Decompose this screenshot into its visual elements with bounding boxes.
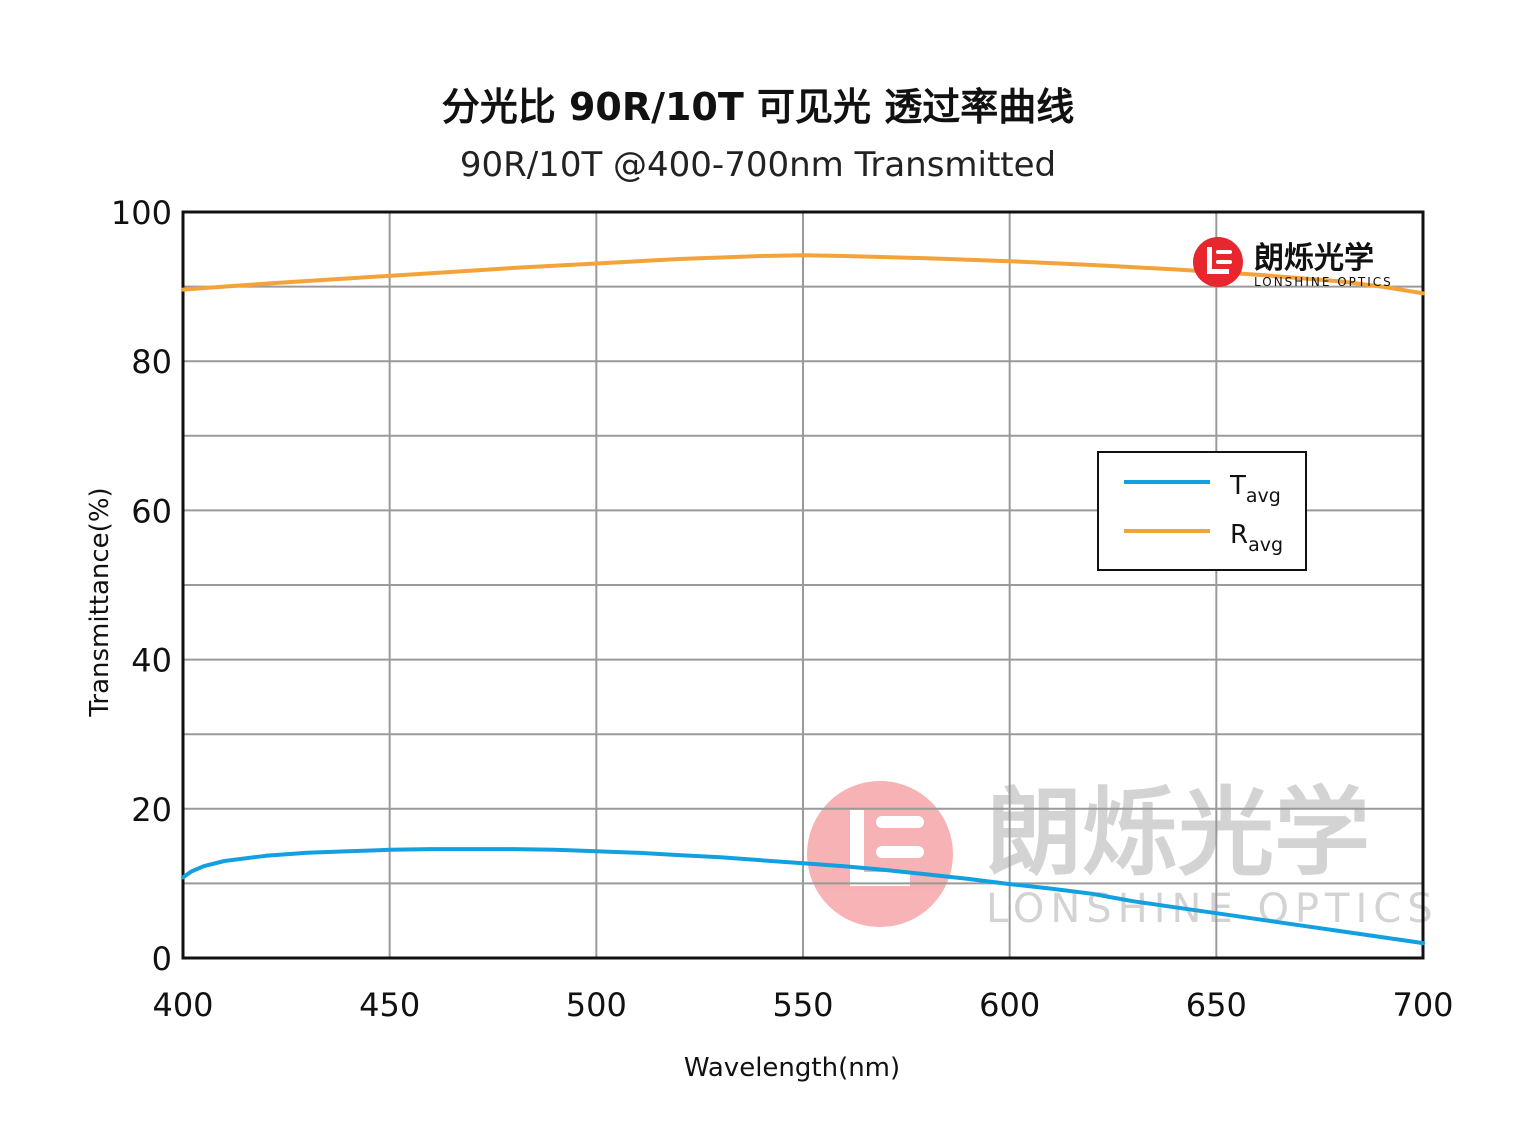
watermark: 朗烁光学 LONSHINE OPTICS	[807, 777, 1439, 932]
x-tick-labels: 400 450 500 550 600 650 700	[152, 986, 1453, 1024]
legend-label-r-avg: Ravg	[1230, 520, 1283, 556]
chart-subtitle: 90R/10T @400-700nm Transmitted	[460, 145, 1056, 185]
y-tick-label: 20	[131, 791, 172, 829]
y-tick-label: 40	[131, 642, 172, 680]
x-tick-label: 500	[566, 986, 627, 1024]
legend: Tavg Ravg	[1097, 451, 1307, 571]
y-tick-labels: 0 20 40 60 80 100	[111, 194, 172, 978]
series-line-r-avg	[181, 253, 1425, 296]
brand-logo-icon	[1193, 237, 1243, 287]
watermark-name-en: LONSHINE OPTICS	[986, 886, 1439, 932]
watermark-name-cn: 朗烁光学	[986, 777, 1370, 889]
y-tick-label: 0	[152, 940, 172, 978]
y-tick-label: 80	[131, 343, 172, 381]
series-group	[181, 253, 1425, 946]
y-tick-label: 100	[111, 194, 172, 232]
x-tick-label: 400	[152, 986, 213, 1024]
chart-title: 分光比 90R/10T 可见光 透过率曲线	[442, 85, 1075, 129]
legend-label-t-avg-main: T	[1229, 471, 1246, 501]
plot-frame	[181, 210, 1425, 960]
grid	[183, 212, 1423, 958]
watermark-logo-icon	[807, 781, 953, 927]
legend-label-r-avg-sub: avg	[1248, 534, 1283, 556]
legend-label-r-avg-main: R	[1230, 520, 1248, 550]
y-tick-label: 60	[131, 492, 172, 530]
x-tick-label: 650	[1186, 986, 1247, 1024]
y-axis-label: Transmittance(%)	[85, 487, 115, 717]
legend-label-t-avg-sub: avg	[1246, 485, 1281, 507]
brand-name-cn: 朗烁光学	[1254, 241, 1374, 276]
x-tick-label: 600	[979, 986, 1040, 1024]
x-tick-label: 550	[772, 986, 833, 1024]
x-axis-label: Wavelength(nm)	[684, 1053, 900, 1083]
legend-label-t-avg: Tavg	[1229, 471, 1281, 507]
x-tick-label: 450	[359, 986, 420, 1024]
x-tick-label: 700	[1392, 986, 1453, 1024]
series-line-t-avg	[181, 847, 1425, 946]
brand-name-en: LONSHINE OPTICS	[1254, 275, 1393, 289]
brand-logo: 朗烁光学 LONSHINE OPTICS	[1193, 237, 1393, 289]
legend-box	[1097, 451, 1307, 571]
